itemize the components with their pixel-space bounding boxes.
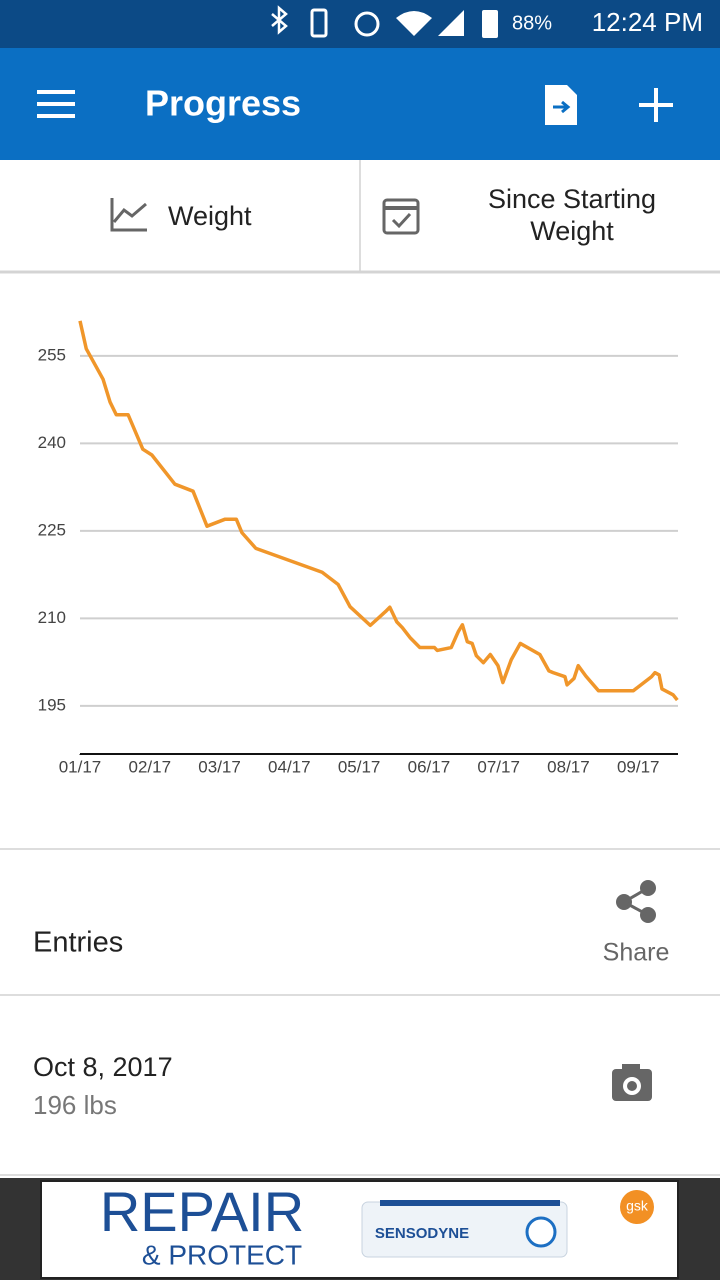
- ad-frame: [40, 1180, 679, 1279]
- ad-brand: SENSODYNE: [375, 1225, 469, 1242]
- y-tick-label: 240: [38, 433, 66, 452]
- add-button[interactable]: [639, 88, 673, 122]
- ad-headline: REPAIR: [100, 1180, 304, 1243]
- entry-date: Oct 8, 2017: [33, 1052, 173, 1082]
- y-tick-label: 210: [38, 608, 66, 627]
- status-icons: [271, 5, 498, 38]
- entry-row[interactable]: Oct 8, 2017 196 lbs: [33, 1052, 652, 1120]
- battery-level: 88%: [512, 12, 552, 34]
- y-tick-label: 255: [38, 345, 66, 364]
- range-label: Weight: [530, 216, 614, 246]
- x-tick-label: 09/17: [617, 757, 660, 776]
- share-label: Share: [603, 939, 670, 967]
- ad-subline: & PROTECT: [142, 1239, 302, 1270]
- chart: 195 210 225 240 255 01/17 02/17 03/17 04/17 05/17…: [38, 320, 679, 776]
- metric-tab[interactable]: Weight: [110, 198, 252, 232]
- status-bar: [0, 0, 720, 48]
- x-tick-label: 02/17: [129, 757, 172, 776]
- entries-title: Entries: [33, 927, 123, 959]
- menu-button[interactable]: [37, 90, 75, 118]
- ad-product-band: [380, 1200, 560, 1206]
- y-tick-label: 195: [38, 695, 66, 714]
- ad-maker-logo: [620, 1190, 654, 1224]
- camera-icon[interactable]: [612, 1064, 652, 1101]
- ad-product-logo: [525, 1216, 557, 1248]
- x-tick-label: 06/17: [408, 757, 451, 776]
- share-button[interactable]: Share: [603, 880, 670, 967]
- y-tick-label: 225: [38, 520, 66, 539]
- x-tick-label: 04/17: [268, 757, 311, 776]
- clock: 12:24 PM: [592, 7, 703, 37]
- app-title: Progress: [145, 83, 301, 124]
- x-tick-label: 03/17: [198, 757, 241, 776]
- metric-label: Weight: [168, 201, 252, 231]
- entry-weight: 196 lbs: [33, 1090, 117, 1120]
- x-tick-label: 07/17: [477, 757, 520, 776]
- weight-line: [78, 320, 679, 702]
- ad-maker: gsk: [626, 1198, 649, 1214]
- range-tab[interactable]: Since Starting Weight: [382, 184, 656, 246]
- app-bar: [0, 48, 720, 160]
- x-tick-label: 05/17: [338, 757, 381, 776]
- range-label: Since Starting: [488, 184, 656, 214]
- x-tick-label: 08/17: [547, 757, 590, 776]
- x-tick-label: 01/17: [59, 757, 102, 776]
- export-button[interactable]: [545, 85, 577, 125]
